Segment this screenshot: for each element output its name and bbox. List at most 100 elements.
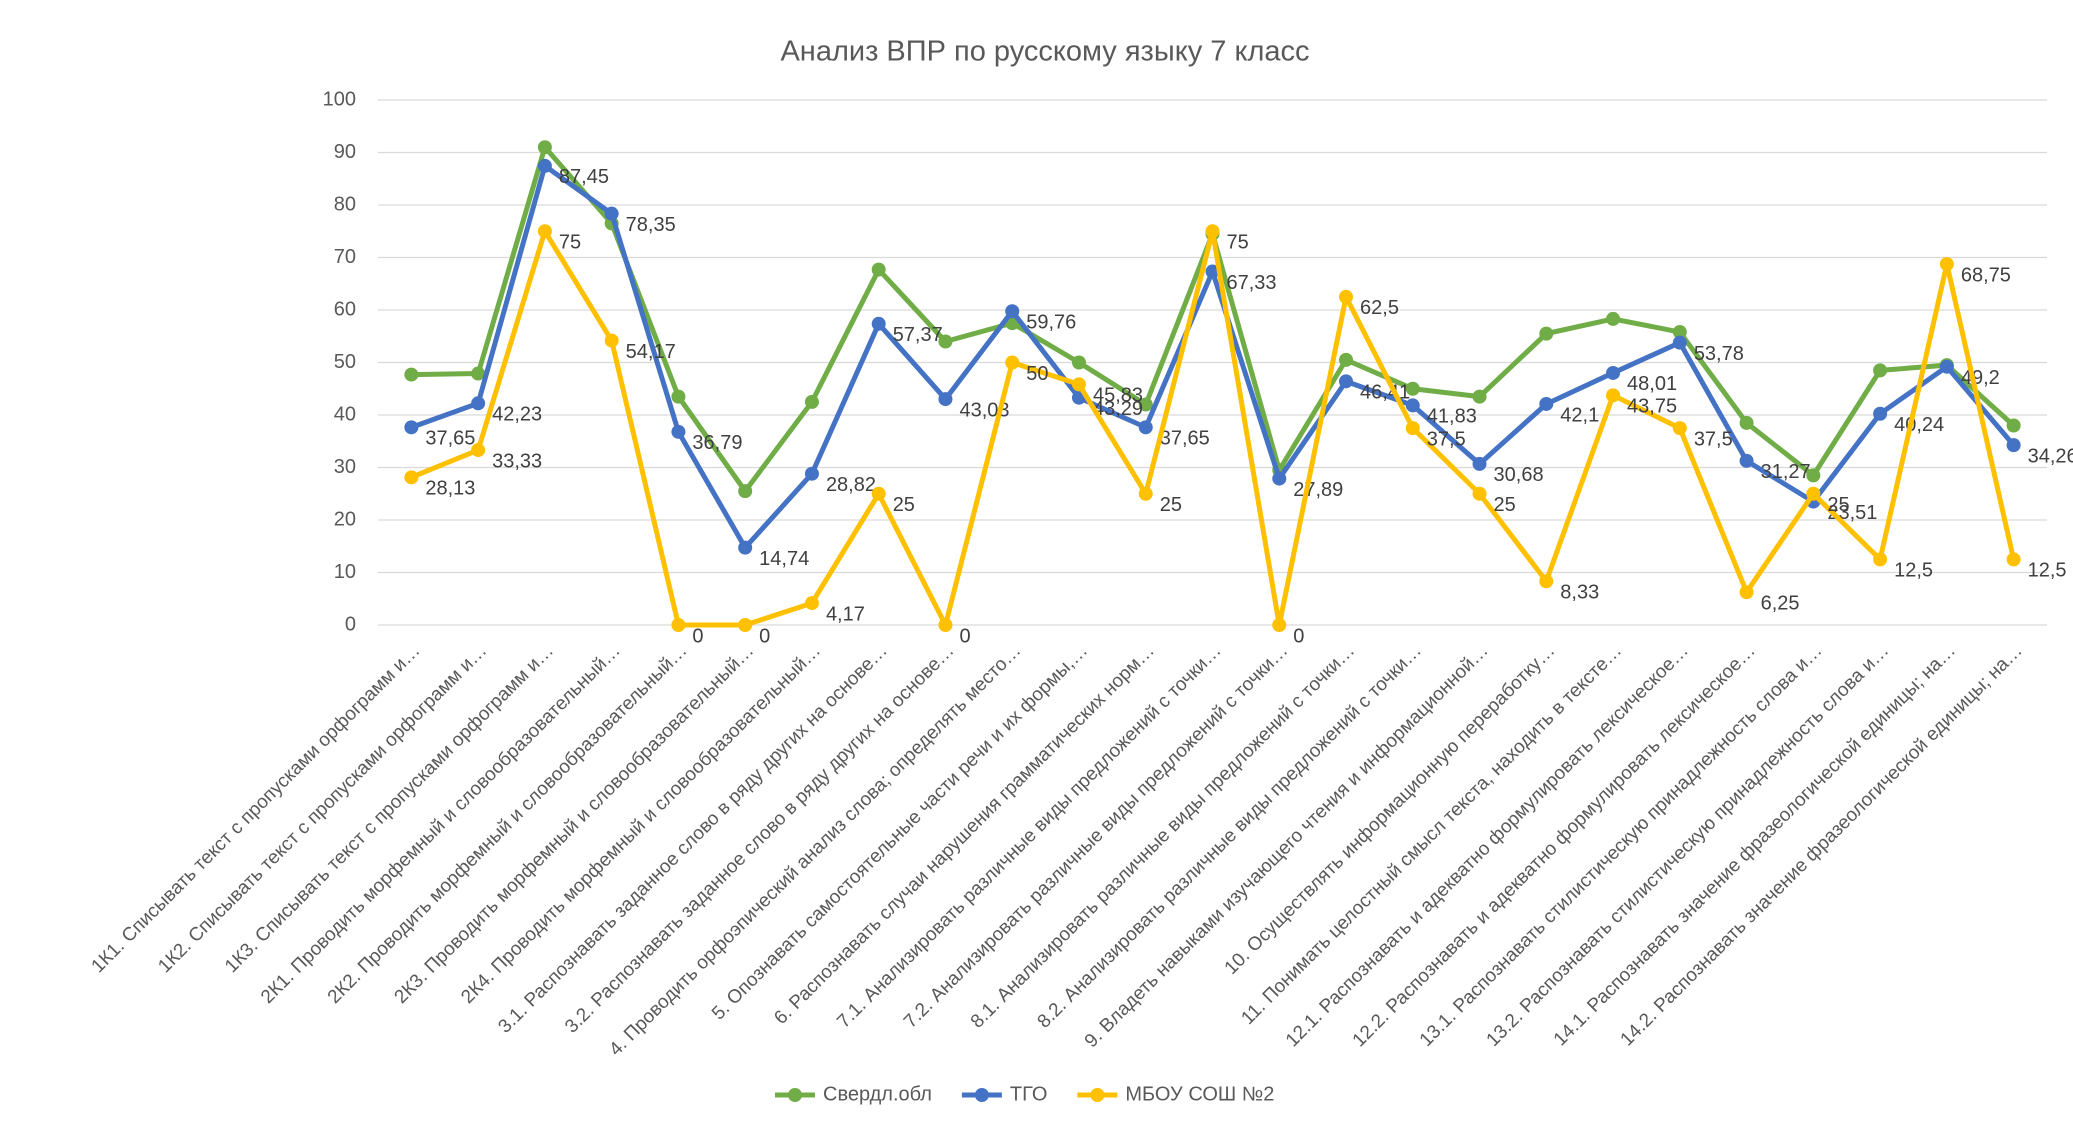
data-label: 43,29 [1093,398,1143,420]
point [404,420,419,435]
point [738,618,753,632]
point [1205,224,1220,239]
legend-item: МБОУ СОШ №2 [1077,1083,1274,1105]
data-label: 57,37 [893,324,943,346]
point [1472,456,1487,471]
y-tick-label: 60 [334,298,356,320]
series-line [408,144,2017,494]
data-label: 4,17 [826,603,865,625]
point [537,158,552,173]
data-label: 33,33 [492,450,542,472]
point [1071,355,1086,370]
point [1071,377,1086,392]
data-label: 28,13 [425,478,475,500]
data-label: 53,78 [1694,343,1744,365]
data-label: 50 [1026,363,1048,385]
data-label: 37,65 [1160,428,1210,450]
data-label: 42,23 [492,404,542,426]
data-label: 25 [893,494,915,516]
legend-label: ТГО [1010,1083,1047,1105]
point [1739,453,1754,468]
y-tick-label: 40 [334,403,356,425]
data-label: 0 [959,625,970,647]
point [1138,420,1153,435]
data-label: 62,5 [1360,297,1399,319]
data-label: 30,68 [1494,464,1544,486]
data-label: 25 [1827,494,1849,516]
data-label: 45,83 [1093,385,1143,407]
data-label: 68,75 [1961,264,2011,286]
point [1405,398,1420,413]
point [938,392,953,407]
data-label: 12,5 [2028,560,2067,582]
data-label: 6,25 [1761,592,1800,614]
data-label: 75 [1227,232,1249,254]
point [938,334,953,349]
legend-marker [788,1088,802,1102]
data-label: 41,83 [1427,406,1477,428]
point [471,366,486,381]
legend-label: МБОУ СОШ №2 [1125,1083,1274,1105]
point [1739,415,1754,430]
data-label: 78,35 [626,214,676,236]
point [671,618,686,632]
point [1739,585,1754,600]
point [738,540,753,555]
data-label: 0 [1293,625,1304,647]
point [471,443,486,458]
point [1806,468,1821,483]
point [938,618,953,632]
point [1539,574,1554,589]
y-tick-label: 0 [345,613,356,635]
y-tick-label: 80 [334,193,356,215]
point [804,596,819,611]
point [1138,397,1153,412]
point [404,470,419,485]
point [1472,389,1487,404]
point [804,394,819,409]
point [1272,618,1287,632]
data-label: 46,41 [1360,382,1410,404]
point [1939,359,1954,374]
point [471,396,486,411]
point [1873,406,1888,421]
point [1138,486,1153,501]
data-label: 37,65 [425,428,475,450]
point [604,333,619,348]
data-label: 48,01 [1627,373,1677,395]
point [804,466,819,481]
y-tick-label: 100 [323,88,356,110]
point [1339,352,1354,367]
point [871,486,886,501]
point [1873,552,1888,567]
legend-label: Свердл.обл [823,1083,932,1105]
point [1339,374,1354,389]
point [1806,486,1821,501]
point [871,316,886,331]
legend-marker [1090,1088,1105,1102]
point [671,424,686,439]
data-label: 42,1 [1560,404,1599,426]
data-label: 43,75 [1627,396,1677,418]
data-label: 25 [1160,494,1182,516]
chart-title: Анализ ВПР по русскому языку 7 класс [780,36,1309,68]
point [738,484,753,499]
data-label: 40,24 [1894,414,1944,436]
data-label: 36,79 [692,432,742,454]
point [537,140,552,155]
data-label: 59,76 [1026,312,1076,334]
point [1272,471,1287,486]
point [2006,438,2021,453]
point [1606,311,1621,326]
point [1472,486,1487,501]
data-label: 37,5 [1427,428,1466,450]
point [1205,264,1220,279]
point [1672,335,1687,350]
point [1405,381,1420,396]
point [1939,257,1954,272]
point [604,206,619,221]
data-label: 87,45 [559,166,609,188]
point [671,389,686,404]
point [871,262,886,277]
y-tick-label: 50 [334,351,356,373]
